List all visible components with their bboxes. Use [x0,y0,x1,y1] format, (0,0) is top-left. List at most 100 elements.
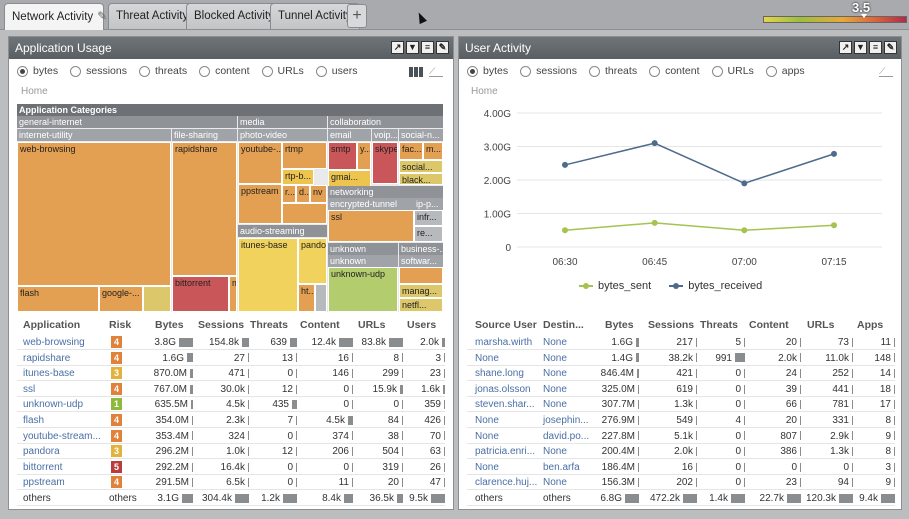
tile-re[interactable]: re... [414,226,443,242]
data-point[interactable] [831,150,837,157]
tile-blackberry[interactable]: black... [399,173,443,185]
legend-item-bytes_received[interactable]: bytes_received [669,280,762,292]
table-row[interactable]: web-browsing 4 3.8G 154.8k 639 12.4k 83.8k 2.0k [17,335,445,350]
data-point[interactable] [562,161,568,168]
col-sessions[interactable]: Sessions [198,319,245,331]
table-row[interactable]: None ben.arfa 186.4M 16 0 0 0 3 [467,460,895,475]
subcategory-encrypted-tunnel[interactable]: encrypted-tunnel [328,198,414,210]
radio-button-icon[interactable] [711,65,723,77]
tile-small-media[interactable] [282,203,327,224]
application-name[interactable]: ppstream [23,477,65,488]
destination-user[interactable]: None [543,477,567,488]
subcategory-audio-streaming[interactable]: audio-streaming [238,225,327,237]
expand-icon[interactable]: ↗ [391,41,404,54]
application-link[interactable]: itunes-base [23,368,75,380]
list-icon[interactable]: ≡ [869,41,882,54]
source-user[interactable]: others [475,493,503,504]
category-general-internet[interactable]: general-internet [17,116,237,128]
col-content[interactable]: Content [749,319,789,331]
radio-users[interactable]: users [315,65,357,77]
legend-item-bytes_sent[interactable]: bytes_sent [579,280,651,292]
tile-smtp[interactable]: smtp [328,142,357,170]
radio-button-icon[interactable] [315,65,327,77]
subcategory-unknown[interactable]: unknown [328,255,398,267]
tile-rtmp[interactable]: rtmp [282,142,327,169]
data-point[interactable] [831,222,837,229]
tile-youtube[interactable]: youtube-... [238,142,282,184]
data-point[interactable] [562,227,568,234]
tile-web-browsing[interactable]: web-browsing [17,142,171,286]
destination-link[interactable]: None [543,446,567,458]
application-name[interactable]: ssl [23,384,35,395]
col-risk[interactable]: Risk [109,319,132,331]
radio-sessions[interactable]: sessions [520,65,577,77]
source-user-link[interactable]: None [475,461,499,473]
list-icon[interactable]: ≡ [421,41,434,54]
destination-user[interactable]: None [543,399,567,410]
edit-icon[interactable]: ✎ [436,41,449,54]
tile-ssl[interactable]: ssl [328,210,414,242]
application-name[interactable]: flash [23,415,44,426]
destination-user[interactable]: david.po... [543,431,589,442]
application-link[interactable]: web-browsing [23,337,85,348]
radio-button-icon[interactable] [261,65,273,77]
tile-skype[interactable]: skype [372,142,398,184]
destination-link[interactable]: None [543,383,567,395]
radio-button-icon[interactable] [765,65,777,77]
application-link[interactable]: unknown-udp [23,399,84,411]
source-user[interactable]: shane.long [475,368,524,379]
tile-nv[interactable]: nv [310,185,327,203]
col-application[interactable]: Application [23,319,81,331]
destination-link[interactable]: None [543,337,567,348]
radio-button-icon[interactable] [17,65,28,77]
source-user[interactable]: patricia.enri... [475,446,535,457]
source-user[interactable]: jonas.olsson [475,384,531,395]
application-link[interactable]: youtube-stream... [23,430,101,442]
col-threats[interactable]: Threats [250,319,288,331]
tile-bittorrent[interactable]: bittorrent [172,276,229,312]
tile-m[interactable]: m... [229,276,237,312]
chart-view-icon[interactable]: ⟋ [879,67,893,77]
tab-network-activity[interactable]: Network Activity ✎ [4,3,107,30]
edit-icon[interactable]: ✎ [884,41,897,54]
subcategory-photo-video[interactable]: photo-video [238,129,327,141]
radio-button-icon[interactable] [70,65,82,77]
table-row[interactable]: None josephin... 276.9M 549 4 20 331 8 [467,413,895,428]
destination-user[interactable]: ben.arfa [543,462,580,473]
subcategory-internet-utility[interactable]: internet-utility [17,129,171,141]
radio-button-icon[interactable] [649,65,661,77]
subcategory-file-sharing[interactable]: file-sharing [172,129,237,141]
application-link[interactable]: pandora [23,446,60,458]
source-user[interactable]: marsha.wirth [475,337,532,348]
subcategory-software[interactable]: softwar... [399,255,443,267]
tile-software-app[interactable] [399,267,443,284]
category-business[interactable]: business-... [399,243,443,255]
radio-button-icon[interactable] [520,65,532,77]
tile-r[interactable]: r... [282,185,296,203]
application-name[interactable]: bittorrent [23,462,62,473]
subcategory-ip-protocol[interactable]: ip-p... [414,198,443,210]
application-link[interactable]: bittorrent [23,461,63,473]
source-user-link[interactable]: None [475,352,499,364]
data-point[interactable] [651,140,658,147]
source-user-link[interactable]: None [475,430,499,442]
destination-link[interactable]: josephin... [543,415,589,426]
table-row[interactable]: None None 1.4G 38.2k 991 2.0k 11.0k 148 [467,351,895,366]
tab-threat-activity[interactable]: Threat Activity [108,3,197,29]
source-user-link[interactable]: steven.shar... [475,399,535,411]
table-row[interactable]: jonas.olsson None 325.0M 619 0 39 441 18 [467,382,895,397]
radio-urls[interactable]: URLs [711,65,754,77]
col-threats[interactable]: Threats [700,319,738,331]
source-user[interactable]: None [475,353,499,364]
destination-user[interactable]: None [543,353,567,364]
expand-icon[interactable]: ↗ [839,41,852,54]
application-name[interactable]: rapidshare [23,353,70,364]
destination-user[interactable]: None [543,337,567,348]
tile-itunes-base[interactable]: itunes-base [238,238,298,312]
tile-misc[interactable] [143,286,171,312]
table-row[interactable]: bittorrent 5 292.2M 16.4k 0 0 319 26 [17,460,445,475]
chart-view-icon[interactable]: ⟋ [429,67,443,77]
add-tab-button[interactable]: + [347,4,367,28]
tile-google[interactable]: google-... [99,286,143,312]
subcategory-voip[interactable]: voip... [372,129,398,141]
